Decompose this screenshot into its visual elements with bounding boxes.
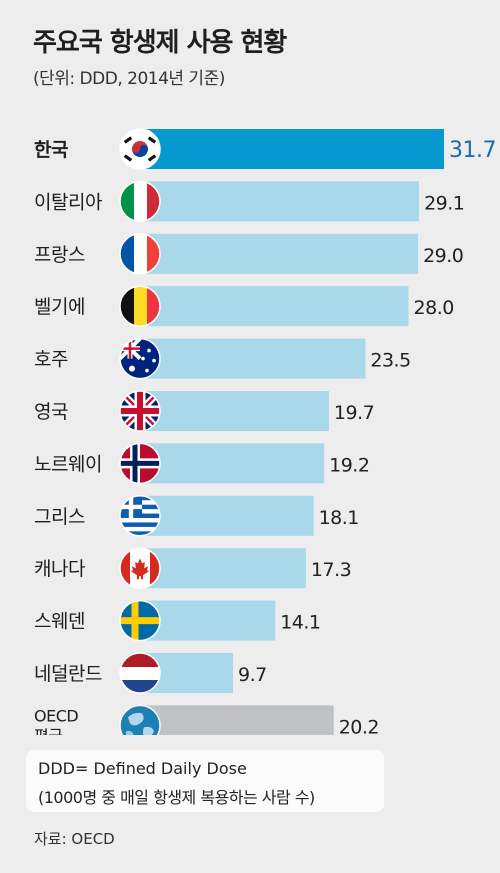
- legend-explanation: (1000명 중 매일 항생제 복용하는 사람 수): [38, 788, 315, 807]
- value-label-2: 29.0: [423, 245, 463, 267]
- value-label-8: 17.3: [311, 559, 351, 581]
- globe-oecd-icon: [120, 705, 160, 735]
- bar-11: [140, 705, 334, 735]
- value-label-0: 31.7: [449, 138, 496, 163]
- flag-sweden-icon: [120, 600, 160, 641]
- bar-6: [140, 443, 325, 484]
- bar-4: [140, 338, 366, 379]
- value-label-5: 19.7: [334, 402, 374, 424]
- bar-0: [140, 129, 444, 169]
- category-label-1: 이탈리아: [34, 191, 102, 213]
- bar-3: [140, 286, 409, 327]
- bar-7: [140, 495, 314, 536]
- category-label-11: OECD평균: [34, 706, 78, 735]
- value-label-1: 29.1: [424, 192, 464, 214]
- bar-1: [140, 181, 420, 222]
- category-label-6: 노르웨이: [34, 453, 102, 475]
- bar-chart: 한국 31.7 이탈리아 29.1 프랑스 29.0 벨기에 28.0 호주 23.5 영국 19.7…: [34, 128, 496, 735]
- bar-9: [140, 600, 276, 641]
- chart-title: 주요국 항생제 사용 현황: [33, 28, 287, 58]
- value-label-11: 20.2: [339, 716, 379, 735]
- value-label-4: 23.5: [370, 350, 410, 372]
- flag-canada-icon: [120, 548, 160, 589]
- category-label-2: 프랑스: [34, 244, 85, 266]
- value-label-3: 28.0: [414, 297, 454, 319]
- flag-uk-icon: [120, 391, 160, 431]
- source-note: 자료: OECD: [34, 830, 115, 848]
- value-label-6: 19.2: [329, 454, 369, 476]
- value-label-9: 14.1: [280, 612, 320, 634]
- value-label-10: 9.7: [238, 664, 267, 686]
- category-label-4: 호주: [34, 349, 68, 371]
- flag-greece-icon: [120, 495, 160, 536]
- category-label-10: 네덜란드: [34, 663, 102, 685]
- flag-korea-icon: [120, 129, 160, 169]
- bar-2: [140, 233, 419, 274]
- category-label-8: 캐나다: [34, 558, 85, 580]
- flag-norway-icon: [120, 443, 160, 484]
- category-label-9: 스웨덴: [34, 611, 85, 633]
- legend-definition: DDD= Defined Daily Dose: [38, 759, 247, 778]
- category-label-3: 벨기에: [34, 296, 85, 318]
- legend-box: DDD= Defined Daily Dose (1000명 중 매일 항생제 …: [26, 750, 384, 812]
- value-label-7: 18.1: [319, 507, 359, 529]
- chart-subtitle: (단위: DDD, 2014년 기준): [33, 69, 225, 89]
- bar-8: [140, 548, 306, 589]
- category-label-5: 영국: [34, 401, 68, 423]
- category-label-7: 그리스: [34, 506, 85, 528]
- category-label-0: 한국: [34, 139, 68, 161]
- bar-5: [140, 391, 329, 431]
